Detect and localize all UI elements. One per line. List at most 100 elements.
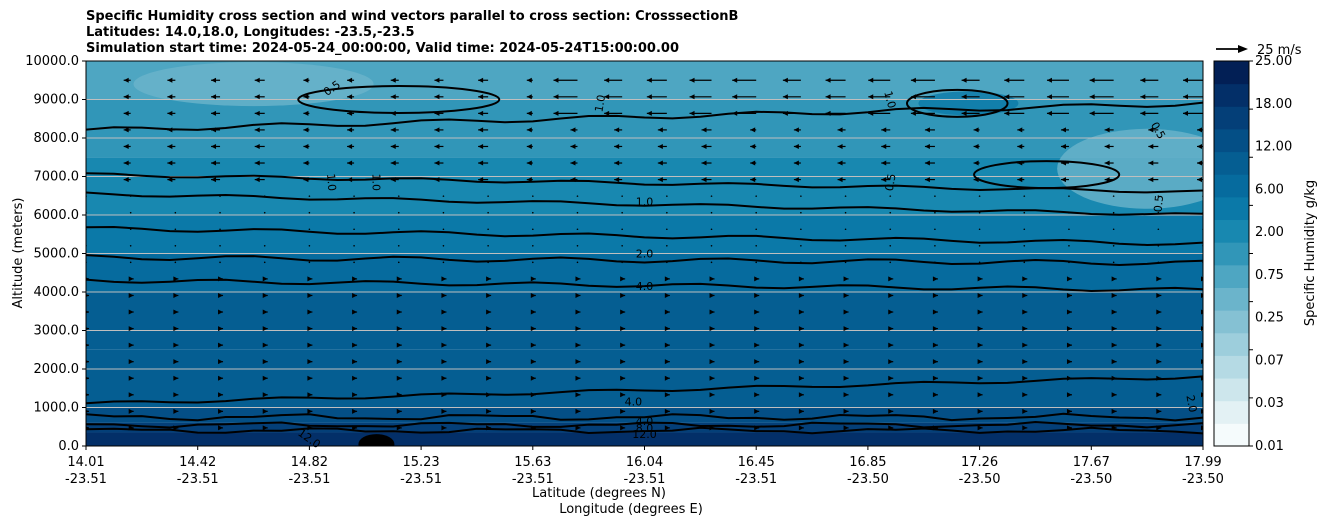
wind-arrow bbox=[800, 195, 802, 197]
wind-arrow-head bbox=[347, 94, 353, 100]
humidity-band bbox=[86, 215, 1203, 254]
wind-arrow bbox=[1104, 160, 1114, 166]
wind-arrow bbox=[1066, 292, 1072, 298]
wind-arrow bbox=[910, 77, 935, 83]
wind-arrow-head bbox=[837, 160, 843, 166]
wind-arrow-head bbox=[932, 392, 938, 398]
wind-arrow bbox=[800, 211, 802, 214]
wind-arrow bbox=[390, 94, 399, 100]
wind-arrow bbox=[1066, 309, 1072, 315]
contour-line bbox=[86, 191, 1203, 216]
wind-arrow bbox=[1156, 392, 1162, 398]
colorbar-tick-label: 0.01 bbox=[1255, 439, 1284, 454]
wind-arrow-head bbox=[924, 160, 930, 166]
wind-arrow-head bbox=[1111, 326, 1117, 332]
wind-arrow-head bbox=[1017, 143, 1023, 149]
wind-arrow-dot bbox=[666, 195, 668, 197]
wind-arrow bbox=[825, 94, 846, 100]
wind-arrow bbox=[219, 261, 221, 264]
wind-arrow-dot bbox=[532, 211, 534, 214]
wind-arrow bbox=[173, 276, 179, 282]
wind-arrow bbox=[129, 261, 132, 264]
wind-key: 25 m/s bbox=[1216, 43, 1302, 58]
wind-arrow-head bbox=[434, 143, 440, 149]
wind-arrow bbox=[553, 94, 578, 100]
wind-arrow bbox=[575, 309, 581, 315]
wind-arrow-head bbox=[526, 177, 532, 183]
wind-arrow-dot bbox=[889, 195, 892, 197]
wind-arrow-head bbox=[793, 160, 799, 166]
wind-arrow-dot bbox=[844, 211, 847, 214]
wind-arrow-head bbox=[1156, 292, 1162, 298]
wind-arrow bbox=[576, 211, 579, 214]
wind-arrow bbox=[978, 261, 981, 264]
wind-arrow bbox=[174, 228, 177, 231]
colorbar-swatch bbox=[1214, 400, 1249, 424]
wind-arrow bbox=[80, 111, 86, 116]
wind-arrow-head bbox=[798, 292, 804, 298]
wind-arrow-head bbox=[307, 408, 313, 414]
wind-arrow bbox=[530, 392, 536, 398]
colorbar-tick-label: 6.00 bbox=[1255, 182, 1284, 197]
wind-arrow bbox=[755, 245, 757, 247]
wind-arrow-head bbox=[932, 276, 938, 282]
wind-arrow-head bbox=[173, 375, 179, 381]
wind-arrow bbox=[1157, 228, 1160, 231]
wind-arrow-head bbox=[396, 359, 402, 365]
wind-arrow bbox=[888, 408, 894, 414]
wind-arrow bbox=[526, 94, 533, 100]
wind-arrow-head bbox=[709, 309, 715, 315]
wind-arrow bbox=[932, 392, 938, 398]
wind-arrow-dot bbox=[710, 245, 713, 247]
wind-arrow bbox=[750, 127, 757, 133]
wind-arrow-head bbox=[254, 77, 260, 83]
wind-arrow bbox=[881, 143, 891, 149]
wind-arrow bbox=[973, 177, 980, 183]
wind-arrow bbox=[263, 195, 266, 197]
colorbar-swatch bbox=[1214, 128, 1249, 153]
wind-arrow-head bbox=[754, 359, 760, 365]
wind-arrow bbox=[1023, 211, 1026, 214]
wind-arrow-head bbox=[396, 425, 402, 431]
wind-arrow-head bbox=[128, 309, 134, 315]
wind-arrow-head bbox=[526, 110, 532, 116]
wind-arrow bbox=[478, 177, 489, 183]
x-tick-label-lat: 17.67 bbox=[1073, 455, 1110, 470]
wind-arrow bbox=[396, 392, 402, 398]
wind-arrow-head bbox=[1156, 342, 1162, 348]
wind-arrow-head bbox=[396, 392, 402, 398]
wind-arrow bbox=[614, 127, 623, 133]
wind-arrow bbox=[123, 160, 131, 166]
wind-arrow bbox=[1111, 326, 1117, 332]
wind-arrow bbox=[666, 228, 668, 231]
wind-arrow bbox=[664, 276, 670, 282]
wind-arrow-head bbox=[843, 359, 849, 365]
wind-arrow bbox=[977, 276, 983, 282]
wind-arrow-head bbox=[570, 160, 576, 166]
wind-arrow bbox=[434, 127, 444, 133]
wind-arrow-head bbox=[924, 127, 930, 133]
wind-arrow-head bbox=[352, 408, 358, 414]
wind-arrow bbox=[978, 195, 981, 197]
wind-arrow-dot bbox=[1023, 245, 1026, 247]
wind-arrow bbox=[532, 245, 534, 247]
wind-arrow bbox=[977, 342, 983, 348]
wind-arrow bbox=[977, 309, 983, 315]
title-line-1: Specific Humidity cross section and wind… bbox=[86, 9, 739, 24]
wind-arrow-dot bbox=[755, 195, 757, 197]
wind-arrow bbox=[732, 77, 757, 83]
wind-arrow-head bbox=[657, 143, 663, 149]
wind-arrow-dot bbox=[710, 228, 713, 231]
wind-arrow bbox=[218, 342, 224, 348]
wind-arrow bbox=[1046, 110, 1069, 116]
wind-arrow bbox=[1004, 110, 1025, 116]
wind-arrow bbox=[844, 228, 847, 231]
wind-arrow-head bbox=[888, 392, 894, 398]
wind-arrow bbox=[1112, 245, 1115, 247]
wind-arrow-head bbox=[167, 110, 173, 116]
wind-arrow bbox=[128, 326, 134, 332]
wind-arrow-dot bbox=[889, 261, 892, 264]
wind-arrow bbox=[307, 425, 313, 431]
wind-arrow-head bbox=[1197, 177, 1202, 183]
